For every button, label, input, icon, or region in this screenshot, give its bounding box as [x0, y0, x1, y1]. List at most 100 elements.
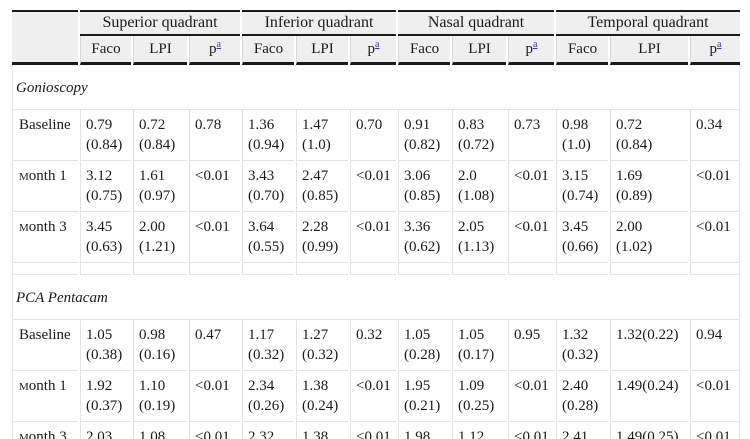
cell: 1.49(0.24) — [610, 371, 689, 422]
cell: 0.32 — [350, 320, 397, 371]
spacer-cell — [296, 263, 349, 275]
group-header-temporal: Temporal quadrant — [556, 10, 741, 36]
cell: <0.01 — [350, 422, 396, 439]
cell: 0.94 — [690, 320, 741, 371]
cell: 0.72 (0.84) — [133, 110, 187, 161]
row-label: Month 1 — [12, 371, 78, 422]
cell: <0.01 — [189, 212, 241, 263]
spacer-cell — [610, 263, 689, 275]
cell: 1.38 (0.24) — [296, 371, 349, 422]
cell: 0.34 — [690, 110, 741, 161]
footnote-a-link[interactable]: a — [216, 38, 221, 50]
col-header-p: pa — [189, 36, 241, 65]
p-label: p — [525, 40, 534, 57]
cell: 1.17 (0.32) — [242, 320, 295, 371]
footnote-a-link[interactable]: a — [533, 38, 538, 50]
cell: <0.01 — [690, 212, 741, 263]
cell: 1.08 (0.19) — [133, 422, 187, 439]
section-title: PCA Pentacam — [12, 275, 741, 320]
section-row-gonioscopy: Gonioscopy — [12, 65, 741, 110]
cell: 0.98 (1.0) — [556, 110, 609, 161]
cell: 1.47 (1.0) — [296, 110, 349, 161]
cell: 2.40 (0.28) — [556, 371, 609, 422]
col-header-faco: Faco — [398, 36, 451, 65]
cell: <0.01 — [508, 161, 555, 212]
cell: 1.05 (0.28) — [398, 320, 451, 371]
row-label: Month 3 — [12, 212, 78, 263]
cell: 3.64 (0.55) — [242, 212, 295, 263]
footnote-superscript: a — [533, 39, 537, 50]
cell: 3.36 (0.62) — [398, 212, 451, 263]
cell: 1.32(0.22) — [610, 320, 689, 371]
cell: 1.92 (0.37) — [80, 371, 131, 422]
col-header-lpi: LPI — [133, 36, 187, 65]
section-title: Gonioscopy — [12, 65, 741, 110]
cell: 2.47 (0.85) — [296, 161, 349, 212]
cell: 1.12 (0.20) — [452, 422, 506, 439]
cell: 0.91 (0.82) — [398, 110, 451, 161]
spacer-cell — [12, 263, 78, 275]
sub-header-row: Faco LPI pa Faco LPI pa Faco LPI pa Faco… — [12, 36, 741, 65]
cell: 0.79 (0.84) — [80, 110, 131, 161]
col-header-p: pa — [508, 36, 555, 65]
col-header-lpi: LPI — [610, 36, 689, 65]
cell: 2.00 (1.21) — [133, 212, 187, 263]
cell: 3.45 (0.63) — [80, 212, 131, 263]
cell: 2.34 (0.26) — [242, 371, 295, 422]
row-label: Baseline — [12, 320, 78, 371]
row-label: Month 3 — [12, 422, 78, 439]
section-row-pca-pentacam: PCA Pentacam — [12, 275, 741, 320]
group-header-row: Superior quadrant Inferior quadrant Nasa… — [12, 10, 741, 36]
table-row: Baseline 0.79 (0.84) 0.72 (0.84) 0.78 1.… — [12, 110, 741, 161]
spacer-cell — [690, 263, 741, 275]
cell: <0.01 — [690, 422, 741, 439]
corner-cell — [12, 36, 78, 65]
spacer-cell — [508, 263, 555, 275]
footnote-superscript: a — [717, 39, 721, 50]
cell: 0.95 — [508, 320, 555, 371]
col-header-lpi: LPI — [452, 36, 507, 65]
footnote-a-link[interactable]: a — [717, 38, 722, 50]
col-header-faco: Faco — [242, 36, 295, 65]
cell: <0.01 — [350, 212, 397, 263]
cell: 3.15 (0.74) — [556, 161, 609, 212]
spacer-row — [12, 263, 741, 275]
footnote-a-link[interactable]: a — [375, 38, 380, 50]
cell: 2.00 (1.02) — [610, 212, 689, 263]
table-row: Baseline 1.05 (0.38) 0.98 (0.16) 0.47 1.… — [12, 320, 741, 371]
spacer-cell — [242, 263, 295, 275]
cell: <0.01 — [189, 422, 240, 439]
cell: 1.05 (0.38) — [80, 320, 131, 371]
cell: 0.83 (0.72) — [452, 110, 507, 161]
p-label: p — [209, 40, 217, 57]
cell: 1.98 (0.23) — [398, 422, 450, 439]
cell: 1.95 (0.21) — [398, 371, 451, 422]
cell: 3.12 (0.75) — [80, 161, 131, 212]
table-row: Month 1 1.92 (0.37) 1.10 (0.19) <0.01 2.… — [12, 371, 741, 422]
cell: 2.32 (0.25) — [242, 422, 294, 439]
cell: 0.70 — [350, 110, 397, 161]
cell: 2.05 (1.13) — [452, 212, 507, 263]
spacer-cell — [189, 263, 241, 275]
spacer-cell — [556, 263, 609, 275]
cell: <0.01 — [350, 161, 397, 212]
cell: 1.05 (0.17) — [452, 320, 507, 371]
footnote-superscript: a — [217, 39, 221, 50]
table-row: Month 3 2.03 (0.33) 1.08 (0.19) <0.01 2.… — [12, 422, 741, 439]
cell: 2.03 (0.33) — [80, 422, 131, 439]
p-label: p — [709, 40, 718, 57]
col-header-p: pa — [690, 36, 741, 65]
spacer-cell — [398, 263, 451, 275]
cell: <0.01 — [189, 371, 241, 422]
corner-cell — [12, 10, 78, 36]
cell: 2.0 (1.08) — [452, 161, 507, 212]
row-label: Baseline — [12, 110, 78, 161]
spacer-cell — [133, 263, 187, 275]
spacer-cell — [350, 263, 397, 275]
cell: 1.49(0.25) — [610, 422, 688, 439]
cell: 2.28 (0.99) — [296, 212, 349, 263]
group-header-superior: Superior quadrant — [80, 10, 241, 36]
cell: 0.98 (0.16) — [133, 320, 187, 371]
cell: <0.01 — [508, 371, 555, 422]
